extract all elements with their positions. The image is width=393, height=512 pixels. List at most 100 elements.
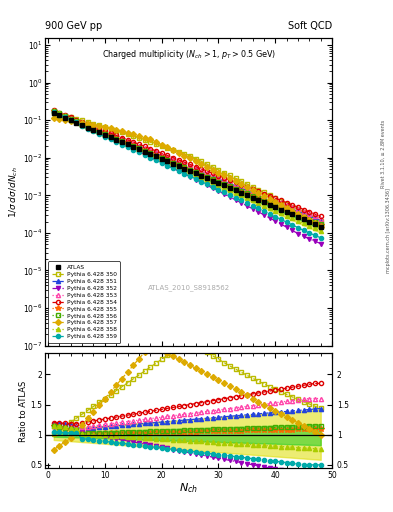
Pythia 6.428 352 (137, 148, 141, 155)
Pythia 6.428 351 (307, 213, 312, 219)
Pythia 6.428 358 (244, 195, 249, 201)
Pythia 6.428 352 (131, 146, 136, 152)
Pythia 6.428 352 (307, 236, 312, 242)
Pythia 6.428 353 (80, 120, 84, 126)
Pythia 6.428 352 (222, 191, 226, 197)
Pythia 6.428 356 (267, 200, 272, 206)
Pythia 6.428 354 (244, 184, 249, 190)
Pythia 6.428 350 (131, 133, 136, 139)
Pythia 6.428 350 (296, 206, 300, 212)
Y-axis label: $1/\sigma\,d\sigma/dN_{ch}$: $1/\sigma\,d\sigma/dN_{ch}$ (8, 166, 20, 218)
Pythia 6.428 355 (199, 172, 204, 178)
Pythia 6.428 353 (193, 165, 198, 172)
Pythia 6.428 351 (273, 199, 277, 205)
Pythia 6.428 353 (137, 143, 141, 149)
Pythia 6.428 354 (267, 193, 272, 199)
Pythia 6.428 357 (137, 133, 141, 139)
Pythia 6.428 358 (63, 113, 68, 119)
Pythia 6.428 352 (91, 127, 96, 133)
Pythia 6.428 352 (210, 185, 215, 191)
Pythia 6.428 358 (296, 218, 300, 224)
Text: Rivet 3.1.10, ≥ 2.8M events: Rivet 3.1.10, ≥ 2.8M events (381, 119, 386, 188)
Pythia 6.428 358 (279, 210, 283, 216)
Pythia 6.428 353 (159, 152, 164, 158)
Pythia 6.428 354 (296, 204, 300, 210)
Pythia 6.428 359 (279, 217, 283, 223)
Pythia 6.428 358 (182, 167, 187, 173)
Pythia 6.428 356 (119, 138, 124, 144)
Pythia 6.428 357 (68, 118, 73, 124)
Pythia 6.428 352 (216, 188, 221, 194)
Pythia 6.428 354 (228, 177, 232, 183)
Pythia 6.428 352 (97, 130, 101, 136)
ATLAS (233, 187, 238, 194)
Legend: ATLAS, Pythia 6.428 350, Pythia 6.428 351, Pythia 6.428 352, Pythia 6.428 353, P: ATLAS, Pythia 6.428 350, Pythia 6.428 35… (48, 261, 120, 343)
Pythia 6.428 357 (199, 161, 204, 167)
Pythia 6.428 356 (244, 190, 249, 197)
ATLAS (318, 223, 323, 229)
ATLAS (228, 185, 232, 191)
Pythia 6.428 358 (154, 155, 158, 161)
Pythia 6.428 352 (267, 215, 272, 221)
Pythia 6.428 354 (216, 173, 221, 179)
ATLAS (103, 132, 107, 138)
Pythia 6.428 356 (279, 205, 283, 211)
Pythia 6.428 351 (91, 125, 96, 131)
Pythia 6.428 353 (210, 172, 215, 178)
Pythia 6.428 354 (137, 141, 141, 147)
Pythia 6.428 352 (262, 212, 266, 218)
ATLAS (108, 134, 113, 140)
Pythia 6.428 351 (142, 146, 147, 152)
Pythia 6.428 351 (279, 201, 283, 207)
Pythia 6.428 359 (165, 162, 170, 168)
Pythia 6.428 350 (103, 124, 107, 130)
Pythia 6.428 359 (171, 165, 175, 172)
Pythia 6.428 354 (51, 107, 56, 113)
Pythia 6.428 353 (85, 122, 90, 129)
Pythia 6.428 358 (239, 193, 244, 199)
Pythia 6.428 355 (131, 143, 136, 150)
Pythia 6.428 356 (131, 143, 136, 149)
Pythia 6.428 351 (199, 169, 204, 175)
Pythia 6.428 354 (199, 166, 204, 172)
Pythia 6.428 351 (74, 117, 79, 123)
Pythia 6.428 352 (205, 182, 209, 188)
ATLAS (154, 154, 158, 160)
Pythia 6.428 351 (68, 115, 73, 121)
Line: Pythia 6.428 350: Pythia 6.428 350 (51, 111, 323, 223)
Pythia 6.428 352 (301, 233, 306, 240)
Pythia 6.428 351 (108, 132, 113, 138)
Pythia 6.428 359 (256, 205, 261, 211)
Pythia 6.428 351 (267, 197, 272, 203)
ATLAS (182, 165, 187, 172)
Pythia 6.428 350 (51, 110, 56, 116)
Pythia 6.428 359 (80, 123, 84, 129)
Pythia 6.428 353 (301, 208, 306, 215)
Pythia 6.428 359 (108, 136, 113, 142)
Pythia 6.428 359 (57, 112, 62, 118)
Pythia 6.428 351 (256, 192, 261, 198)
Pythia 6.428 353 (182, 161, 187, 167)
Text: mcplots.cern.ch [arXiv:1306.3436]: mcplots.cern.ch [arXiv:1306.3436] (386, 188, 391, 273)
Line: Pythia 6.428 351: Pythia 6.428 351 (51, 108, 323, 223)
Pythia 6.428 357 (91, 121, 96, 127)
Pythia 6.428 357 (250, 187, 255, 193)
Pythia 6.428 354 (63, 112, 68, 118)
Pythia 6.428 350 (97, 122, 101, 129)
Pythia 6.428 354 (301, 206, 306, 212)
Line: Pythia 6.428 359: Pythia 6.428 359 (51, 110, 323, 240)
Pythia 6.428 356 (137, 145, 141, 152)
Pythia 6.428 353 (171, 156, 175, 162)
ATLAS (262, 199, 266, 205)
Pythia 6.428 353 (205, 170, 209, 176)
Pythia 6.428 354 (159, 150, 164, 156)
Pythia 6.428 350 (199, 158, 204, 164)
Pythia 6.428 350 (307, 212, 312, 218)
Pythia 6.428 354 (85, 121, 90, 127)
Pythia 6.428 357 (154, 139, 158, 145)
Pythia 6.428 357 (273, 199, 277, 205)
Pythia 6.428 352 (228, 194, 232, 200)
ATLAS (250, 195, 255, 201)
Pythia 6.428 356 (188, 167, 193, 173)
Line: Pythia 6.428 353: Pythia 6.428 353 (51, 109, 323, 221)
